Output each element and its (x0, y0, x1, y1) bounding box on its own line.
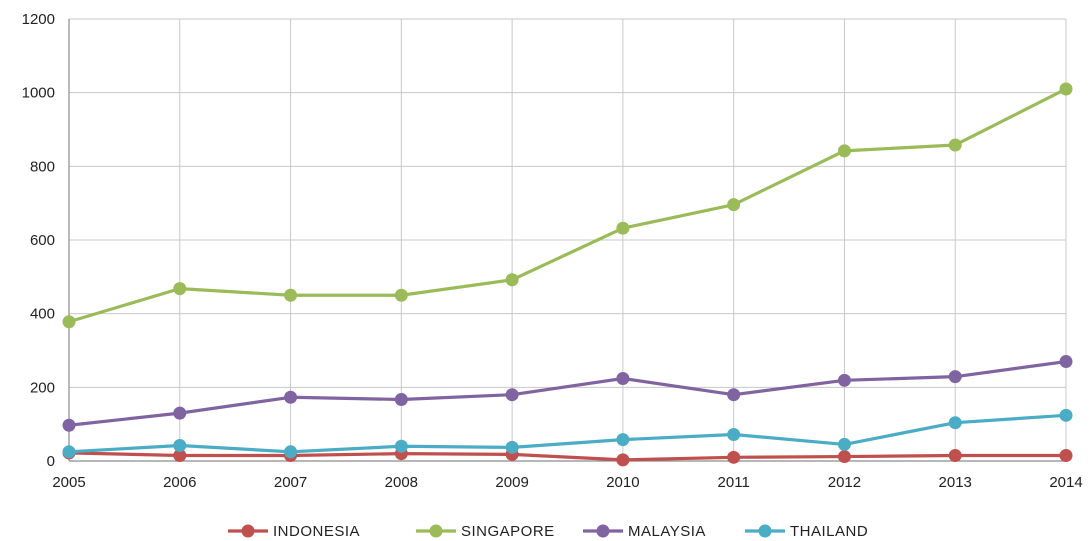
legend-label-singapore: SINGAPORE (461, 523, 555, 540)
grid-lines (68, 18, 1067, 462)
data-point-indonesia-2012 (837, 450, 851, 464)
legend-label-malaysia: MALAYSIA (628, 523, 706, 540)
data-point-indonesia-2014 (1059, 448, 1073, 462)
x-tick-label-2014: 2014 (1049, 474, 1082, 491)
x-axis-tick-labels: 2005 2006 2007 2008 2009 2010 2011 2012 2013 2014 (52, 474, 1082, 491)
legend: INDONESIA SINGAPORE MALAYSIA THAILAND (228, 523, 868, 540)
data-point-thailand-2008 (394, 439, 408, 453)
x-tick-label-2010: 2010 (606, 474, 639, 491)
y-tick-label-0: 0 (47, 453, 55, 470)
data-point-singapore-2005 (62, 315, 76, 329)
y-tick-label-800: 800 (30, 158, 55, 175)
data-point-thailand-2011 (727, 427, 741, 441)
data-point-thailand-2005 (62, 445, 76, 459)
x-tick-label-2012: 2012 (828, 474, 861, 491)
y-tick-label-600: 600 (30, 232, 55, 249)
data-point-singapore-2011 (727, 198, 741, 212)
data-point-thailand-2006 (173, 439, 187, 453)
x-tick-label-2007: 2007 (274, 474, 307, 491)
data-point-indonesia-2010 (616, 453, 630, 467)
data-point-malaysia-2005 (62, 418, 76, 432)
data-point-thailand-2012 (837, 437, 851, 451)
series-lines (62, 82, 1073, 467)
x-tick-label-2008: 2008 (385, 474, 418, 491)
legend-label-indonesia: INDONESIA (273, 523, 360, 540)
data-point-singapore-2009 (505, 273, 519, 287)
series-thailand (62, 408, 1073, 459)
data-point-indonesia-2013 (948, 448, 962, 462)
legend-marker-singapore (429, 524, 443, 538)
y-tick-label-200: 200 (30, 379, 55, 396)
series-line-singapore (68, 87, 1067, 324)
data-point-malaysia-2013 (948, 370, 962, 384)
data-point-malaysia-2007 (284, 390, 298, 404)
data-point-thailand-2014 (1059, 408, 1073, 422)
legend-marker-malaysia (596, 524, 610, 538)
series-malaysia (62, 355, 1073, 432)
data-point-thailand-2007 (284, 445, 298, 459)
data-point-singapore-2008 (394, 288, 408, 302)
data-point-malaysia-2011 (727, 388, 741, 402)
legend-item-thailand: THAILAND (745, 523, 868, 540)
series-singapore (62, 82, 1073, 329)
legend-item-malaysia: MALAYSIA (583, 523, 706, 540)
y-tick-label-1200: 1200 (22, 11, 55, 28)
legend-marker-indonesia (241, 524, 255, 538)
data-point-singapore-2014 (1059, 82, 1073, 96)
series-line-thailand (68, 413, 1067, 454)
data-point-singapore-2010 (616, 221, 630, 235)
data-point-malaysia-2012 (837, 373, 851, 387)
legend-item-indonesia: INDONESIA (228, 523, 360, 540)
series-line-malaysia (68, 359, 1067, 427)
legend-item-singapore: SINGAPORE (416, 523, 555, 540)
y-axis-tick-labels: 0 200 400 600 800 1000 1200 (22, 11, 55, 470)
legend-marker-thailand (758, 524, 772, 538)
data-point-thailand-2009 (505, 440, 519, 454)
data-point-indonesia-2011 (727, 450, 741, 464)
data-point-malaysia-2006 (173, 406, 187, 420)
y-tick-label-400: 400 (30, 306, 55, 323)
y-tick-label-1000: 1000 (22, 85, 55, 102)
data-point-malaysia-2014 (1059, 355, 1073, 369)
legend-label-thailand: THAILAND (790, 523, 868, 540)
data-point-malaysia-2009 (505, 388, 519, 402)
data-point-malaysia-2008 (394, 392, 408, 406)
data-point-singapore-2007 (284, 288, 298, 302)
series-line-indonesia (68, 451, 1066, 462)
x-tick-label-2006: 2006 (163, 474, 196, 491)
data-point-singapore-2013 (948, 138, 962, 152)
x-tick-label-2011: 2011 (718, 474, 750, 491)
data-point-singapore-2006 (173, 282, 187, 296)
data-point-singapore-2012 (837, 144, 851, 158)
x-tick-label-2013: 2013 (939, 474, 972, 491)
data-point-indonesia-2006 (173, 448, 187, 462)
series-indonesia (62, 446, 1073, 467)
data-point-thailand-2013 (948, 416, 962, 430)
data-point-malaysia-2010 (616, 371, 630, 385)
x-tick-label-2009: 2009 (495, 474, 528, 491)
data-point-thailand-2010 (616, 433, 630, 447)
x-tick-label-2005: 2005 (52, 474, 85, 491)
